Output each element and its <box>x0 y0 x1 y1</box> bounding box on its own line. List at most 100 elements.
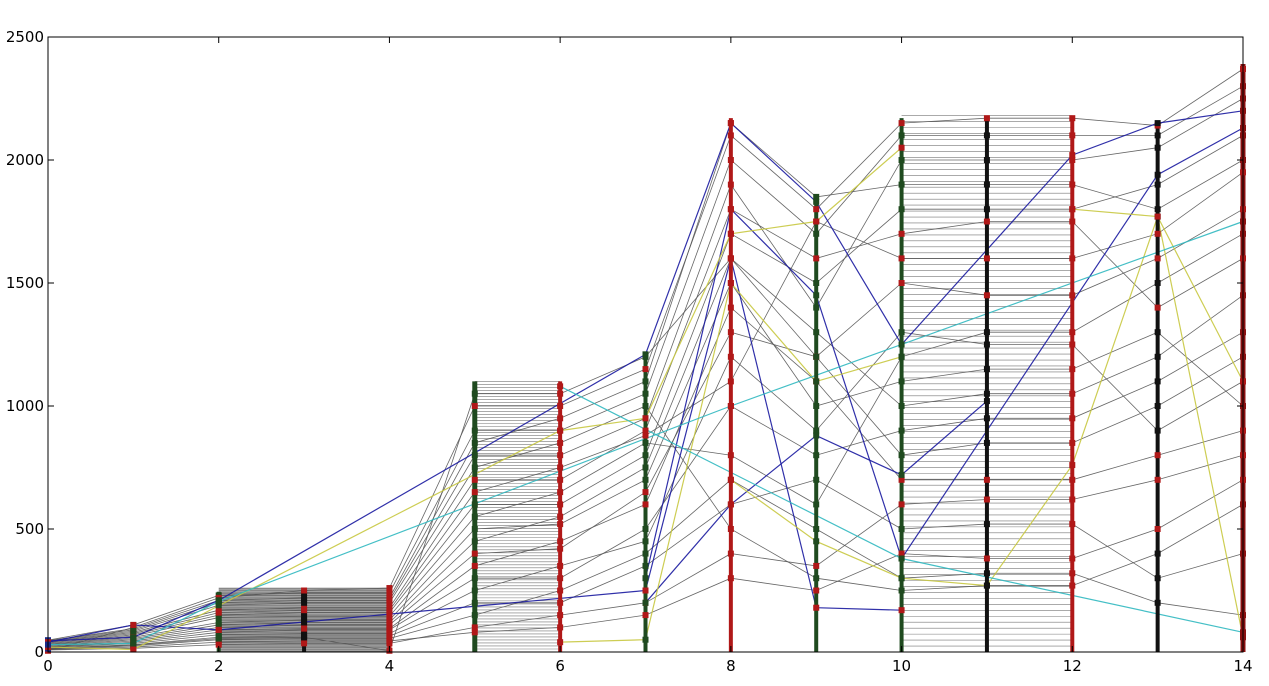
data-point <box>642 351 649 358</box>
x-axis: 0 2 4 6 8 10 12 14 <box>43 37 1253 675</box>
data-point <box>1154 476 1161 483</box>
y-tick-label: 0 <box>34 643 44 661</box>
data-point <box>1069 390 1076 397</box>
data-point <box>813 329 820 336</box>
x-tick-label: 12 <box>1063 657 1082 675</box>
data-point <box>727 181 734 188</box>
data-point <box>1154 213 1161 220</box>
data-point <box>130 646 137 653</box>
data-point <box>983 439 990 446</box>
data-point <box>898 144 905 151</box>
data-point <box>557 612 564 619</box>
data-point <box>301 613 308 620</box>
data-point <box>557 489 564 496</box>
data-point <box>386 640 393 647</box>
data-point <box>813 526 820 532</box>
data-point <box>557 624 564 631</box>
data-point <box>1154 120 1161 127</box>
x-tick-label: 6 <box>555 657 565 675</box>
y-tick-label: 1000 <box>6 397 44 415</box>
x-tick-label: 0 <box>43 657 53 675</box>
data-point <box>1154 550 1161 557</box>
data-point <box>898 341 905 348</box>
data-point <box>1154 132 1161 139</box>
data-point <box>1154 171 1161 178</box>
data-point <box>471 538 478 545</box>
data-point <box>898 555 905 562</box>
data-point <box>386 635 393 642</box>
data-point <box>727 120 734 127</box>
data-point <box>898 526 905 532</box>
data-point <box>215 609 222 616</box>
data-point <box>386 607 393 614</box>
data-point <box>813 206 820 213</box>
data-point <box>813 292 820 299</box>
data-point <box>215 621 222 628</box>
data-point <box>642 562 649 569</box>
data-point <box>898 230 905 237</box>
data-point <box>813 452 820 459</box>
data-point <box>557 545 564 552</box>
data-point <box>983 476 990 483</box>
data-point <box>1069 152 1076 159</box>
data-point <box>813 403 820 409</box>
data-point <box>898 550 905 557</box>
data-point <box>471 624 478 631</box>
series-line-23 <box>644 127 1244 579</box>
data-point <box>983 181 990 188</box>
data-point <box>983 570 990 577</box>
data-point <box>215 631 222 638</box>
data-point <box>813 378 820 385</box>
data-point <box>727 526 734 532</box>
data-point <box>386 594 393 601</box>
data-point <box>471 513 478 520</box>
data-point <box>898 206 905 213</box>
data-point <box>557 390 564 397</box>
data-point <box>386 599 393 606</box>
data-point <box>1069 329 1076 336</box>
data-point <box>727 157 734 163</box>
data-point <box>130 634 137 641</box>
data-point <box>130 640 137 647</box>
data-point <box>727 230 734 237</box>
data-point <box>642 366 649 373</box>
data-point <box>898 157 905 163</box>
plot-area <box>45 64 1246 654</box>
x-tick-label: 4 <box>385 657 395 675</box>
data-point <box>813 230 820 237</box>
data-point <box>983 329 990 336</box>
data-point <box>983 366 990 373</box>
data-point <box>557 538 564 545</box>
data-point <box>727 255 734 262</box>
data-point <box>301 634 308 641</box>
y-tick-label: 2000 <box>6 151 44 169</box>
data-point <box>813 427 820 434</box>
data-point <box>1069 555 1076 562</box>
data-point <box>130 625 137 632</box>
data-point <box>471 390 478 397</box>
data-point <box>1069 132 1076 139</box>
data-point <box>1154 403 1161 409</box>
y-tick-label: 2500 <box>6 28 44 46</box>
data-point <box>813 604 820 611</box>
data-point <box>642 550 649 557</box>
data-point <box>386 585 393 592</box>
data-point <box>1154 181 1161 188</box>
data-point <box>727 304 734 311</box>
data-point <box>642 403 649 409</box>
data-point <box>557 403 564 409</box>
data-point <box>983 115 990 122</box>
data-point <box>898 452 905 459</box>
data-point <box>898 587 905 594</box>
data-point <box>1069 476 1076 483</box>
data-point <box>642 378 649 385</box>
data-point <box>898 575 905 582</box>
data-point <box>642 415 649 422</box>
data-point <box>983 415 990 422</box>
data-point <box>898 378 905 385</box>
data-point <box>1069 439 1076 446</box>
data-point <box>301 587 308 594</box>
data-point <box>813 353 820 360</box>
data-point <box>557 513 564 520</box>
